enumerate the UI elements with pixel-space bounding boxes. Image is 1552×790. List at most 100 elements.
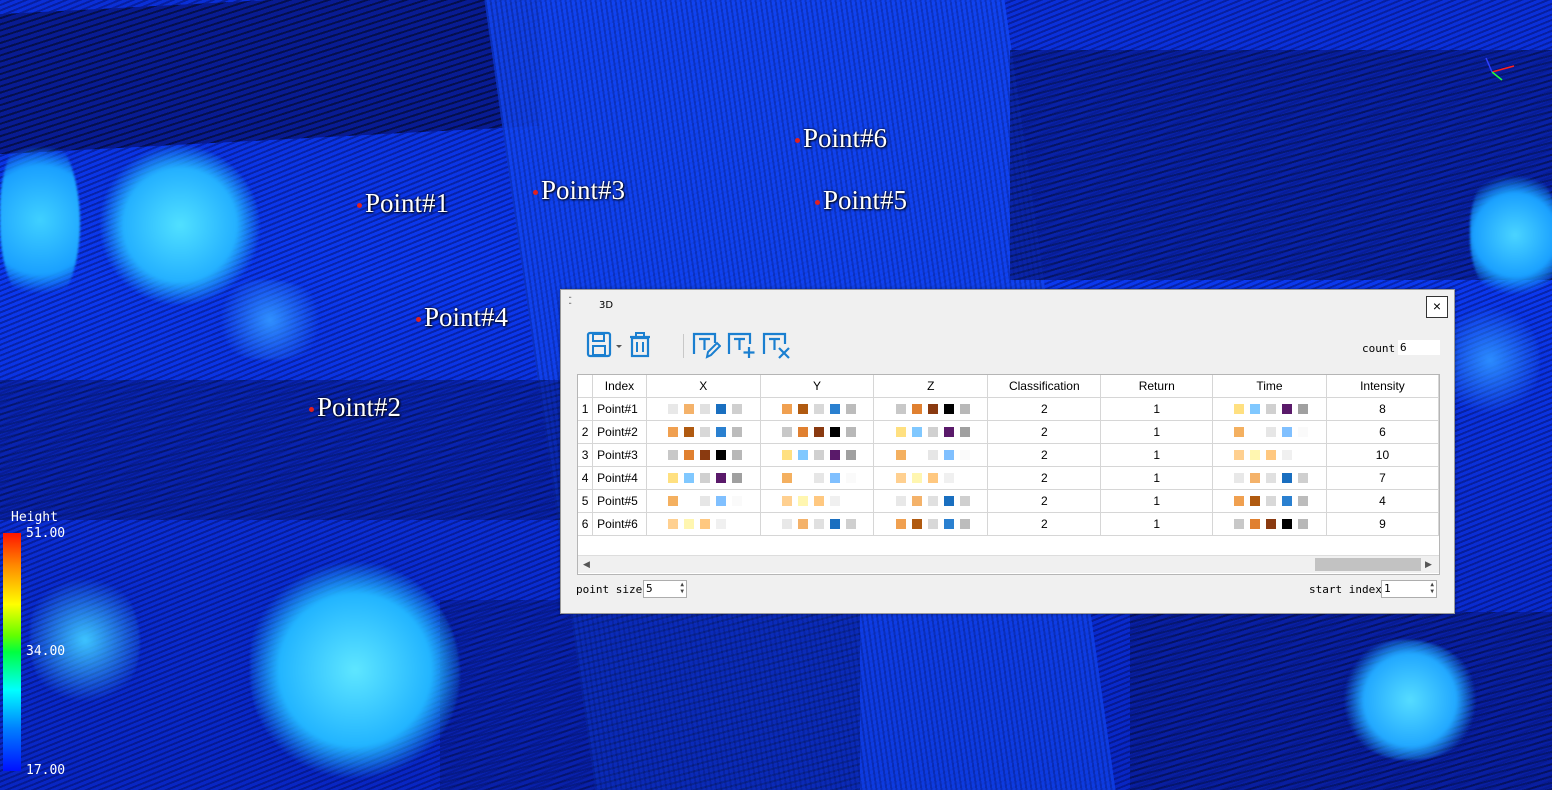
intensity-cell[interactable]: 7 [1326,466,1439,490]
row-number-cell[interactable]: 2 [578,420,594,444]
spin-arrows-icon[interactable]: ▲ ▼ [1430,581,1434,595]
point-label-6[interactable]: Point#6 [795,123,887,154]
z-cell[interactable] [873,443,989,467]
save-button[interactable] [585,330,617,362]
index-cell[interactable]: Point#6 [592,512,647,536]
close-button[interactable]: × [1426,296,1448,318]
x-cell[interactable] [646,512,761,536]
points-table[interactable]: Index X Y Z Classification Return Time I… [577,374,1440,575]
column-header-time[interactable]: Time [1212,375,1327,398]
save-dropdown-button[interactable] [614,330,624,362]
classification-cell[interactable]: 2 [987,466,1102,490]
time-cell[interactable] [1212,443,1327,467]
return-cell[interactable]: 1 [1100,512,1214,536]
time-cell[interactable] [1212,420,1327,444]
column-header-classification[interactable]: Classification [987,375,1102,398]
intensity-cell[interactable]: 8 [1326,397,1439,421]
column-header-y[interactable]: Y [760,375,875,398]
z-cell[interactable] [873,512,989,536]
time-cell[interactable] [1212,489,1327,513]
row-number-cell[interactable]: 5 [578,489,594,513]
scroll-right-icon[interactable]: ▶ [1425,559,1432,569]
return-cell[interactable]: 1 [1100,466,1214,490]
return-cell[interactable]: 1 [1100,443,1214,467]
z-cell[interactable] [873,397,989,421]
x-cell[interactable] [646,397,761,421]
intensity-cell[interactable]: 4 [1326,489,1439,513]
delete-button[interactable] [625,330,657,362]
point-label-2[interactable]: Point#2 [309,392,401,423]
table-row[interactable]: 6 Point#6 2 1 9 [578,512,1439,536]
add-label-button[interactable] [726,330,758,362]
point-label-5[interactable]: Point#5 [815,185,907,216]
classification-cell[interactable]: 2 [987,420,1102,444]
row-number-cell[interactable]: 4 [578,466,594,490]
index-cell[interactable]: Point#1 [592,397,647,421]
y-cell[interactable] [760,512,875,536]
mosaic-block [1234,496,1245,507]
z-cell[interactable] [873,489,989,513]
axis-gizmo-icon [1485,57,1515,81]
index-cell[interactable]: Point#2 [592,420,647,444]
point-label-text: Point#1 [365,188,450,218]
column-header-index[interactable]: Index [592,375,647,398]
y-cell[interactable] [760,420,875,444]
y-cell[interactable] [760,397,875,421]
classification-cell[interactable]: 2 [987,512,1102,536]
mosaic-block [895,404,906,415]
classification-cell[interactable]: 2 [987,443,1102,467]
classification-cell[interactable]: 2 [987,489,1102,513]
mosaic-block [911,496,922,507]
time-cell[interactable] [1212,512,1327,536]
remove-label-button[interactable] [761,330,793,362]
intensity-cell[interactable]: 10 [1326,443,1439,467]
y-cell[interactable] [760,489,875,513]
return-cell[interactable]: 1 [1100,397,1214,421]
spin-arrows-icon[interactable]: ▲ ▼ [680,581,684,595]
edit-label-button[interactable] [691,330,723,362]
row-number-cell[interactable]: 3 [578,443,594,467]
column-header-return[interactable]: Return [1100,375,1214,398]
table-row[interactable]: 3 Point#3 2 1 10 [578,443,1439,467]
table-row[interactable]: 4 Point#4 2 1 7 [578,466,1439,490]
point-label-3[interactable]: Point#3 [533,175,625,206]
scroll-left-icon[interactable]: ◀ [583,559,590,569]
scrollbar-thumb[interactable] [1315,558,1421,571]
point-label-1[interactable]: Point#1 [357,188,449,219]
mosaic-block [911,450,922,461]
row-number-cell[interactable]: 1 [578,397,594,421]
index-cell[interactable]: Point#4 [592,466,647,490]
index-cell[interactable]: Point#5 [592,489,647,513]
classification-cell[interactable]: 2 [987,397,1102,421]
column-header-z[interactable]: Z [873,375,989,398]
corner-header[interactable] [578,375,594,398]
intensity-cell[interactable]: 6 [1326,420,1439,444]
intensity-cell[interactable]: 9 [1326,512,1439,536]
drag-grip-icon[interactable]: ⁚⁚ [568,296,573,307]
x-cell[interactable] [646,489,761,513]
z-cell[interactable] [873,466,989,490]
table-row[interactable]: 2 Point#2 2 1 6 [578,420,1439,444]
index-cell[interactable]: Point#3 [592,443,647,467]
table-row[interactable]: 5 Point#5 2 1 4 [578,489,1439,513]
time-cell[interactable] [1212,466,1327,490]
time-cell[interactable] [1212,397,1327,421]
return-cell[interactable]: 1 [1100,420,1214,444]
column-header-x[interactable]: X [646,375,761,398]
y-cell[interactable] [760,466,875,490]
x-cell[interactable] [646,420,761,444]
row-number-cell[interactable]: 6 [578,512,594,536]
point-size-spinbox[interactable]: 5 ▲ ▼ [643,580,687,598]
horizontal-scrollbar[interactable]: ◀ ▶ [578,555,1439,573]
point-label-4[interactable]: Point#4 [416,302,508,333]
x-cell[interactable] [646,466,761,490]
z-cell[interactable] [873,420,989,444]
x-cell[interactable] [646,443,761,467]
mosaic-block [959,473,970,484]
start-index-spinbox[interactable]: 1 ▲ ▼ [1381,580,1437,598]
table-row[interactable]: 1 Point#1 2 1 8 [578,397,1439,421]
column-header-intensity[interactable]: Intensity [1326,375,1439,398]
y-cell[interactable] [760,443,875,467]
return-cell[interactable]: 1 [1100,489,1214,513]
